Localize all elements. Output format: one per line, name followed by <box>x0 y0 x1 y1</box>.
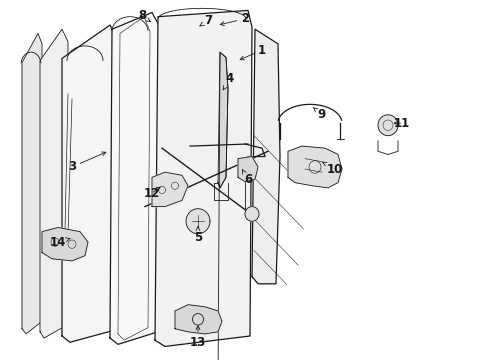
Polygon shape <box>22 33 42 334</box>
Polygon shape <box>155 10 252 346</box>
Text: 9: 9 <box>314 108 326 121</box>
Polygon shape <box>175 305 222 334</box>
Text: 11: 11 <box>394 117 410 130</box>
Polygon shape <box>186 209 210 234</box>
Polygon shape <box>110 13 160 345</box>
Text: 2: 2 <box>220 12 249 26</box>
Text: 4: 4 <box>223 72 234 90</box>
Polygon shape <box>288 146 342 188</box>
Text: 10: 10 <box>322 162 343 176</box>
Text: 8: 8 <box>138 9 150 22</box>
Circle shape <box>245 207 259 221</box>
Text: 1: 1 <box>240 44 266 60</box>
Polygon shape <box>40 29 68 338</box>
Polygon shape <box>218 52 228 188</box>
Text: 5: 5 <box>194 227 202 244</box>
Polygon shape <box>252 29 280 284</box>
Polygon shape <box>42 228 88 261</box>
Text: 3: 3 <box>68 152 106 174</box>
Circle shape <box>378 115 398 136</box>
Text: 7: 7 <box>200 14 212 27</box>
Text: 13: 13 <box>190 326 206 349</box>
Text: 6: 6 <box>243 170 252 186</box>
Polygon shape <box>152 172 188 207</box>
Polygon shape <box>238 157 258 181</box>
Text: 12: 12 <box>144 186 160 199</box>
Polygon shape <box>62 25 118 342</box>
Text: 14: 14 <box>50 235 71 249</box>
